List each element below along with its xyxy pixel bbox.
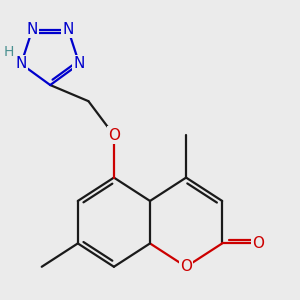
Text: N: N	[27, 22, 38, 37]
Text: H: H	[3, 45, 14, 59]
Text: N: N	[74, 56, 85, 71]
Text: N: N	[62, 22, 74, 37]
Text: O: O	[108, 128, 120, 142]
Text: N: N	[16, 56, 27, 71]
Text: O: O	[252, 236, 264, 251]
Text: O: O	[180, 259, 192, 274]
